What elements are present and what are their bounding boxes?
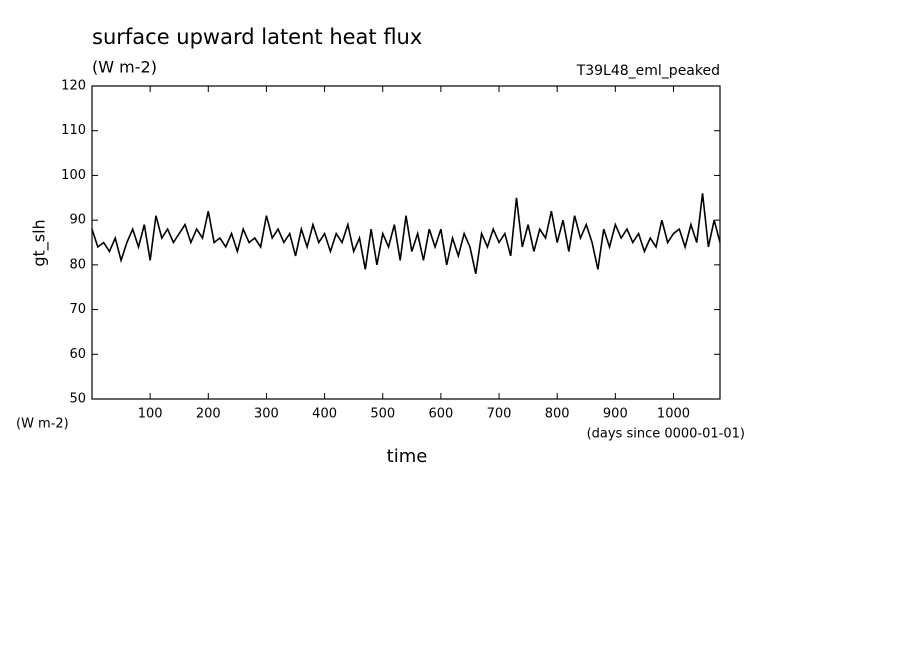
y-tick-label: 50 xyxy=(69,392,86,407)
x-tick-label: 100 xyxy=(138,407,163,422)
y-axis-label: gt_slh xyxy=(30,219,50,266)
x-tick-label: 900 xyxy=(603,407,628,422)
experiment-label: T39L48_eml_peaked xyxy=(576,63,720,79)
x-axis-label: time xyxy=(387,446,428,467)
subtitle: (W m-2) xyxy=(92,58,157,77)
y-tick-label: 110 xyxy=(61,123,86,138)
x-tick-label: 700 xyxy=(487,407,512,422)
x-tick-label: 300 xyxy=(254,407,279,422)
x-tick-label: 600 xyxy=(428,407,453,422)
x-tick-label: 800 xyxy=(545,407,570,422)
chart-title: surface upward latent heat flux xyxy=(92,25,422,49)
x-tick-label: 1000 xyxy=(657,407,690,422)
x-tick-label: 400 xyxy=(312,407,337,422)
y-tick-label: 90 xyxy=(69,213,86,228)
y-tick-label: 70 xyxy=(69,302,86,317)
y-tick-label: 100 xyxy=(61,168,86,183)
y-units: (W m-2) xyxy=(16,417,69,432)
y-tick-label: 120 xyxy=(61,79,86,94)
plot-frame xyxy=(91,85,721,400)
x-tick-label: 500 xyxy=(370,407,395,422)
x-units: (days since 0000-01-01) xyxy=(587,427,745,442)
y-tick-label: 80 xyxy=(69,257,86,272)
y-tick-label: 60 xyxy=(69,347,86,362)
data-line xyxy=(91,193,721,274)
x-tick-label: 200 xyxy=(196,407,221,422)
